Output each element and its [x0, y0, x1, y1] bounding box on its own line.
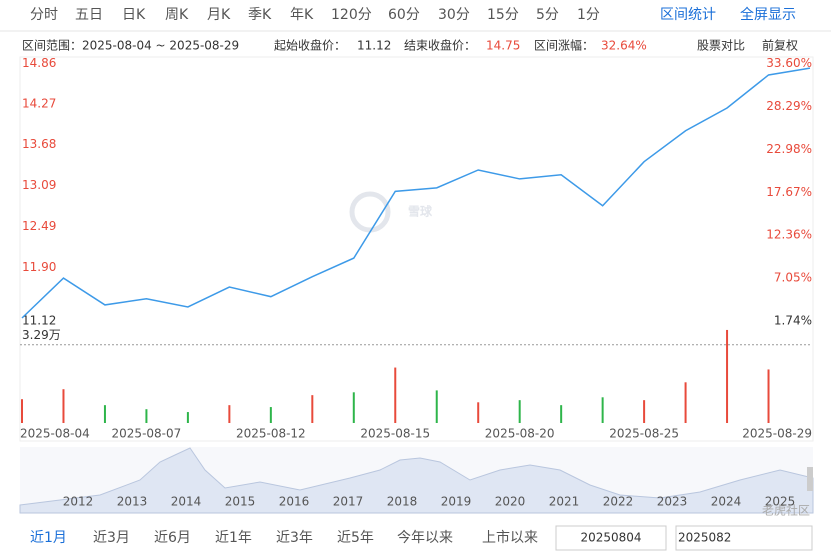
- end-value: 14.75: [486, 39, 520, 53]
- range-button[interactable]: 上市以来: [482, 529, 538, 546]
- y2-tick-label: 28.29%: [766, 99, 812, 113]
- range-button[interactable]: 近3年: [276, 530, 313, 546]
- period-tab[interactable]: 日K: [122, 7, 146, 23]
- y2-tick-label: 12.36%: [766, 228, 812, 242]
- y-tick-label: 13.68: [22, 137, 56, 151]
- year-label: 2018: [387, 495, 418, 509]
- year-label: 2019: [441, 495, 472, 509]
- watermark: 雪球: [408, 204, 433, 219]
- volume-bar: [435, 390, 438, 423]
- period-tab[interactable]: 月K: [207, 7, 231, 23]
- x-tick-label: 2025-08-07: [112, 427, 182, 441]
- period-tab[interactable]: 120分: [331, 7, 372, 23]
- y-tick-label: 14.86: [22, 56, 56, 70]
- toolbar-action[interactable]: 区间统计: [660, 7, 716, 23]
- y2-tick-label: 33.60%: [766, 56, 812, 70]
- period-tab[interactable]: 周K: [165, 7, 189, 23]
- volume-bar: [103, 405, 106, 423]
- volume-bar: [643, 400, 646, 423]
- change-value: 32.64%: [601, 39, 647, 53]
- volume-bar: [352, 392, 355, 423]
- volume-bar: [767, 369, 770, 423]
- period-tab[interactable]: 五日: [75, 7, 103, 23]
- range-text: 区间范围：2025-08-04 ~ 2025-08-29: [22, 39, 239, 53]
- volume-bar: [601, 397, 604, 423]
- y2-tick-label: 7.05%: [774, 271, 812, 285]
- navigator-area: [19, 447, 814, 514]
- range-button[interactable]: 近1月: [30, 530, 67, 546]
- price-line: [21, 67, 811, 319]
- period-tab[interactable]: 季K: [248, 7, 272, 23]
- volume-bar: [394, 367, 397, 423]
- y-tick-label: 11.90: [22, 260, 56, 274]
- y-tick-label: 13.09: [22, 178, 56, 192]
- year-label: 2020: [495, 495, 526, 509]
- x-tick-label: 2025-08-04: [20, 427, 90, 441]
- compare-button[interactable]: 股票对比: [697, 39, 745, 53]
- range-button[interactable]: 近6月: [154, 530, 191, 546]
- range-button[interactable]: 近3月: [93, 530, 130, 546]
- year-label: 2012: [63, 495, 94, 509]
- year-label: 2014: [171, 495, 202, 509]
- period-tab[interactable]: 5分: [536, 7, 559, 23]
- volume-bar: [145, 409, 148, 423]
- y2-tick-label: 1.74%: [774, 314, 812, 328]
- volume-bar: [186, 412, 189, 423]
- y2-tick-label: 17.67%: [766, 185, 812, 199]
- year-label: 2021: [549, 495, 580, 509]
- start-date-text: 20250804: [580, 531, 641, 545]
- volume-bar: [726, 329, 729, 423]
- volume-bar: [269, 407, 272, 423]
- range-button[interactable]: 近1年: [215, 530, 252, 546]
- volume-bar: [62, 389, 65, 423]
- year-label: 2024: [711, 495, 742, 509]
- change-label: 区间涨幅：: [534, 38, 594, 53]
- volume-bar: [560, 405, 563, 423]
- volume-tick-label: 3.29万: [22, 328, 61, 342]
- adjust-button[interactable]: 前复权: [762, 38, 798, 53]
- volume-bar: [518, 400, 521, 423]
- year-label: 2016: [279, 495, 310, 509]
- x-tick-label: 2025-08-12: [236, 427, 306, 441]
- x-tick-label: 2025-08-20: [485, 427, 555, 441]
- watermark: 老虎社区: [762, 503, 810, 518]
- year-label: 2025: [765, 495, 796, 509]
- volume-bar: [311, 395, 314, 423]
- toolbar-action[interactable]: 全屏显示: [740, 6, 796, 23]
- navigator-handle[interactable]: [807, 467, 813, 491]
- volume-bar: [684, 382, 687, 423]
- y-tick-label: 11.12: [22, 314, 56, 328]
- range-button[interactable]: 今年以来: [397, 530, 453, 546]
- period-tab[interactable]: 年K: [290, 7, 314, 23]
- x-tick-label: 2025-08-25: [609, 427, 679, 441]
- y-tick-label: 14.27: [22, 97, 56, 111]
- chart-frame: [19, 56, 814, 442]
- range-button[interactable]: 近5年: [337, 530, 374, 546]
- end-date-input[interactable]: [675, 525, 813, 551]
- year-label: 2022: [603, 495, 634, 509]
- volume-bar: [477, 402, 480, 423]
- start-value: 11.12: [357, 39, 391, 53]
- period-tab[interactable]: 1分: [577, 7, 600, 23]
- end-label: 结束收盘价：: [404, 38, 476, 53]
- y2-tick-label: 22.98%: [766, 142, 812, 156]
- year-label: 2017: [333, 495, 364, 509]
- year-label: 2013: [117, 495, 148, 509]
- end-date-text: 2025082: [678, 531, 731, 545]
- period-tab[interactable]: 30分: [438, 7, 470, 23]
- y-tick-label: 12.49: [22, 219, 56, 233]
- period-tab[interactable]: 分时: [30, 7, 58, 23]
- volume-bar: [21, 399, 23, 423]
- x-tick-label: 2025-08-15: [360, 427, 430, 441]
- x-tick-label: 2025-08-29: [742, 427, 812, 441]
- year-label: 2015: [225, 495, 256, 509]
- volume-bar: [228, 405, 231, 423]
- year-label: 2023: [657, 495, 688, 509]
- period-tab[interactable]: 60分: [388, 7, 420, 23]
- watermark-logo: [349, 191, 391, 233]
- period-tab[interactable]: 15分: [487, 7, 519, 23]
- start-label: 起始收盘价：: [274, 38, 346, 53]
- start-date-input[interactable]: [555, 525, 667, 551]
